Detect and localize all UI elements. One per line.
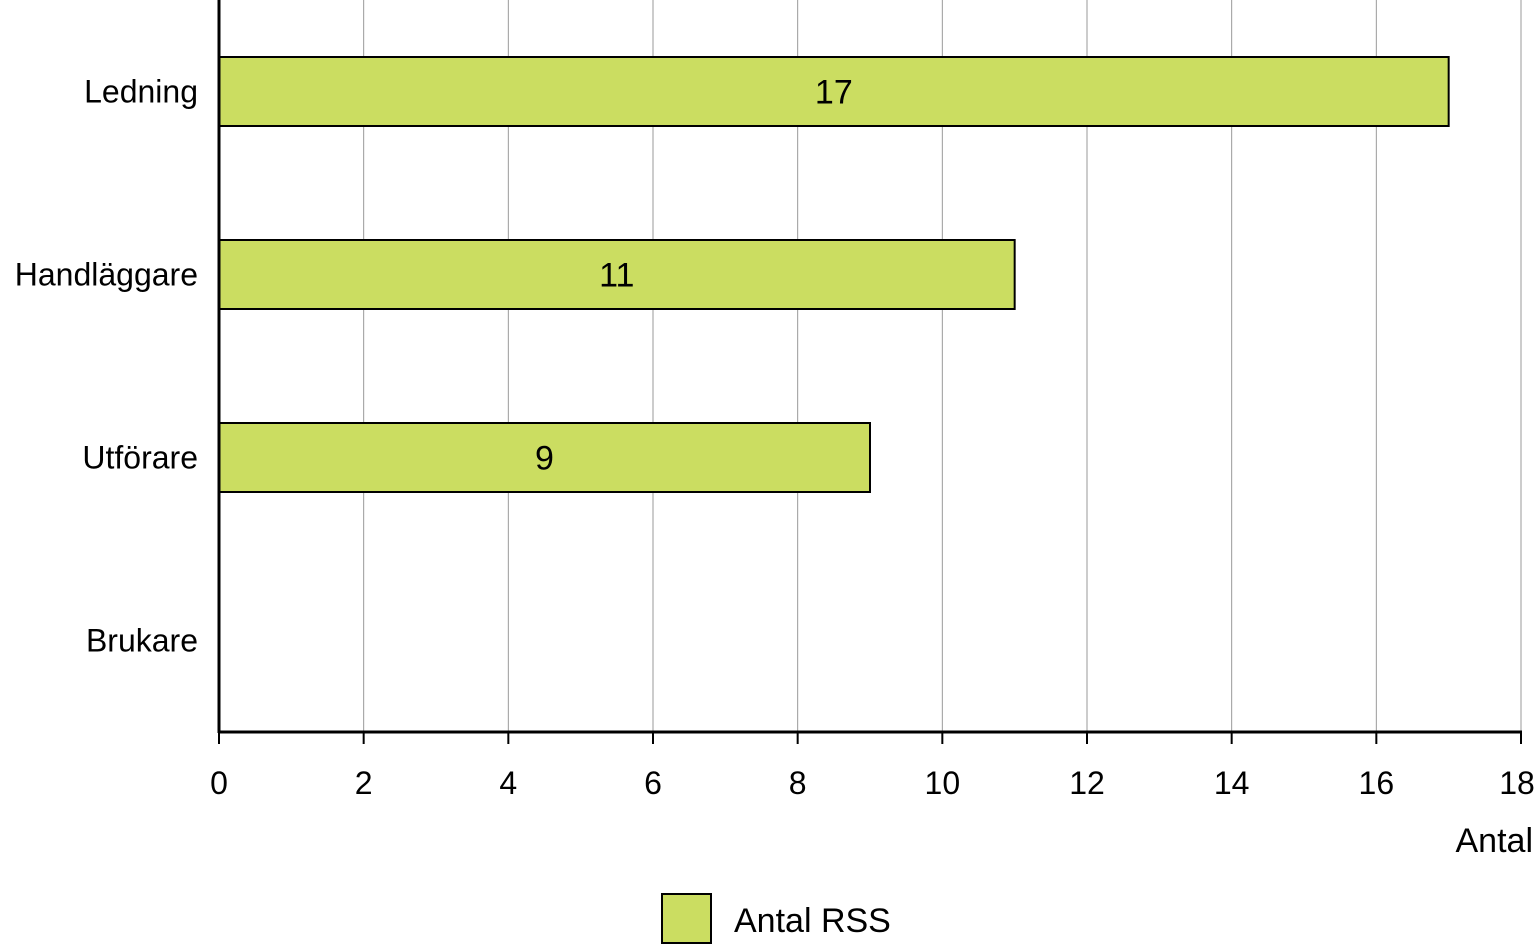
y-category-label: Handläggare (15, 257, 198, 293)
x-tick-label: 6 (644, 765, 662, 801)
x-tick-label: 0 (210, 765, 228, 801)
x-tick-label: 18 (1499, 765, 1535, 801)
data-label: 9 (535, 440, 554, 478)
axes: 0 2 4 6 8 10 12 14 16 18 Ledning Handläggare Utförar… (15, 0, 1535, 801)
y-category-label: Ledning (84, 74, 198, 110)
bar (218, 422, 871, 493)
y-category-label: Utförare (82, 440, 198, 476)
x-tick-label: 2 (355, 765, 373, 801)
x-axis-label: Antal (1456, 822, 1534, 860)
legend-swatch (661, 893, 712, 944)
x-tick-label: 12 (1069, 765, 1105, 801)
legend: Antal RSS (661, 893, 891, 944)
y-category-label: Brukare (86, 623, 198, 659)
bars: 17 11 9 (218, 56, 1450, 493)
data-label: 17 (815, 74, 853, 112)
x-tick-label: 4 (499, 765, 517, 801)
x-tick-label: 16 (1359, 765, 1395, 801)
bar (218, 56, 1450, 127)
x-tick-label: 14 (1214, 765, 1250, 801)
legend-label: Antal RSS (734, 902, 891, 940)
bar (218, 239, 1016, 310)
data-label: 11 (599, 257, 634, 295)
x-tick-label: 8 (789, 765, 807, 801)
x-tick-label: 10 (925, 765, 961, 801)
